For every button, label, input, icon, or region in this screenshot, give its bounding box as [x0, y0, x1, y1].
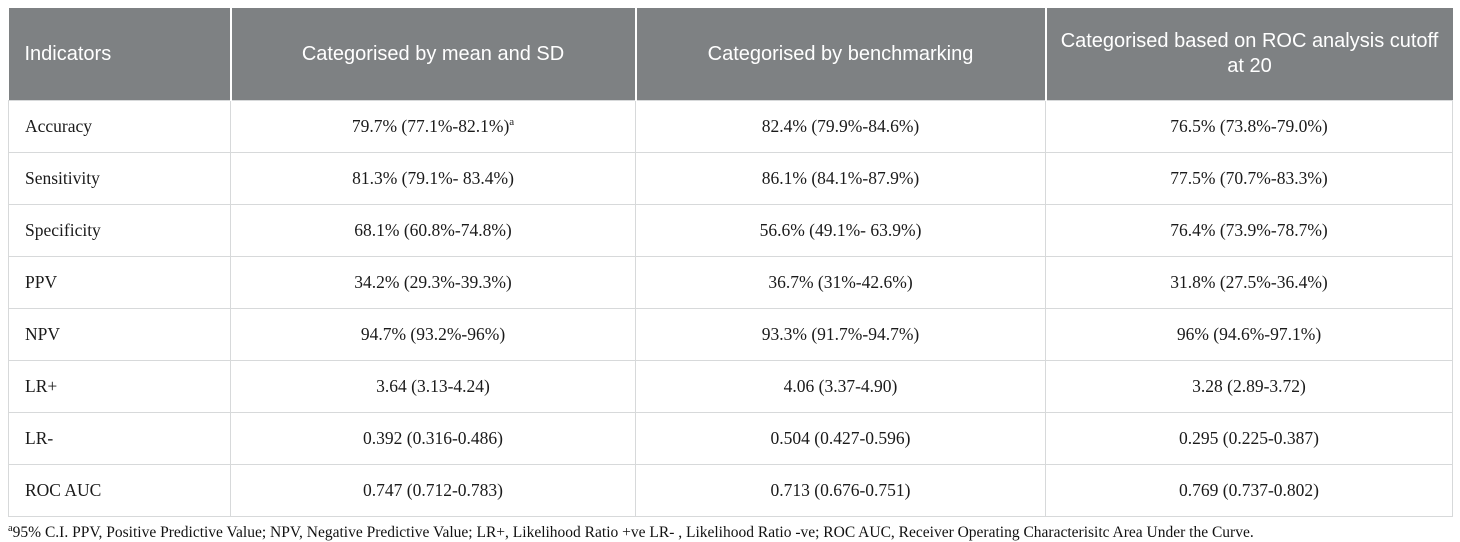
diagnostic-stats-table: Indicators Categorised by mean and SD Ca… — [8, 8, 1453, 517]
mean-sd-cell: 81.3% (79.1%- 83.4%) — [230, 152, 636, 205]
mean-sd-cell: 0.747 (0.712-0.783) — [230, 464, 636, 517]
indicator-cell: Accuracy — [8, 100, 231, 153]
benchmarking-cell: 86.1% (84.1%-87.9%) — [635, 152, 1046, 205]
footnote-text: 95% C.I. PPV, Positive Predictive Value;… — [12, 524, 1254, 541]
benchmarking-cell: 4.06 (3.37-4.90) — [635, 360, 1046, 413]
benchmarking-cell: 82.4% (79.9%-84.6%) — [635, 100, 1046, 153]
mean-sd-cell: 94.7% (93.2%-96%) — [230, 308, 636, 361]
mean-sd-cell: 79.7% (77.1%-82.1%)a — [230, 100, 636, 153]
benchmarking-cell: 0.504 (0.427-0.596) — [635, 412, 1046, 465]
table-row: ROC AUC 0.747 (0.712-0.783) 0.713 (0.676… — [8, 464, 1453, 517]
benchmarking-cell: 36.7% (31%-42.6%) — [635, 256, 1046, 309]
header-row: Indicators Categorised by mean and SD Ca… — [8, 8, 1453, 101]
footnote-marker-sup: a — [509, 116, 515, 129]
benchmarking-cell: 93.3% (91.7%-94.7%) — [635, 308, 1046, 361]
roc-cell: 76.4% (73.9%-78.7%) — [1045, 204, 1453, 257]
table-header: Indicators Categorised by mean and SD Ca… — [8, 8, 1453, 101]
header-roc-cutoff: Categorised based on ROC analysis cutoff… — [1044, 8, 1453, 101]
indicator-cell: Sensitivity — [8, 152, 231, 205]
roc-cell: 0.295 (0.225-0.387) — [1045, 412, 1453, 465]
indicator-cell: PPV — [8, 256, 231, 309]
mean-sd-cell: 3.64 (3.13-4.24) — [230, 360, 636, 413]
roc-cell: 31.8% (27.5%-36.4%) — [1045, 256, 1453, 309]
roc-cell: 3.28 (2.89-3.72) — [1045, 360, 1453, 413]
mean-sd-cell: 68.1% (60.8%-74.8%) — [230, 204, 636, 257]
benchmarking-cell: 0.713 (0.676-0.751) — [635, 464, 1046, 517]
table-row: NPV 94.7% (93.2%-96%) 93.3% (91.7%-94.7%… — [8, 308, 1453, 361]
indicator-cell: LR+ — [8, 360, 231, 413]
roc-cell: 96% (94.6%-97.1%) — [1045, 308, 1453, 361]
table-body: Accuracy 79.7% (77.1%-82.1%)a 82.4% (79.… — [8, 100, 1453, 517]
table-row: PPV 34.2% (29.3%-39.3%) 36.7% (31%-42.6%… — [8, 256, 1453, 309]
roc-cell: 76.5% (73.8%-79.0%) — [1045, 100, 1453, 153]
indicator-cell: NPV — [8, 308, 231, 361]
header-mean-sd: Categorised by mean and SD — [229, 8, 636, 101]
mean-sd-cell: 34.2% (29.3%-39.3%) — [230, 256, 636, 309]
indicator-cell: Specificity — [8, 204, 231, 257]
roc-cell: 77.5% (70.7%-83.3%) — [1045, 152, 1453, 205]
table-footnote: a95% C.I. PPV, Positive Predictive Value… — [8, 523, 1452, 542]
header-indicators: Indicators — [8, 8, 231, 101]
benchmarking-cell: 56.6% (49.1%- 63.9%) — [635, 204, 1046, 257]
table-row: LR- 0.392 (0.316-0.486) 0.504 (0.427-0.5… — [8, 412, 1453, 465]
table-row: Specificity 68.1% (60.8%-74.8%) 56.6% (4… — [8, 204, 1453, 257]
cell-value: 79.7% (77.1%-82.1%) — [351, 116, 510, 136]
indicator-cell: ROC AUC — [8, 464, 231, 517]
indicator-cell: LR- — [8, 412, 231, 465]
roc-cell: 0.769 (0.737-0.802) — [1045, 464, 1453, 517]
table-row: Sensitivity 81.3% (79.1%- 83.4%) 86.1% (… — [8, 152, 1453, 205]
header-benchmarking: Categorised by benchmarking — [634, 8, 1046, 101]
table-row: LR+ 3.64 (3.13-4.24) 4.06 (3.37-4.90) 3.… — [8, 360, 1453, 413]
table-row: Accuracy 79.7% (77.1%-82.1%)a 82.4% (79.… — [8, 100, 1453, 153]
mean-sd-cell: 0.392 (0.316-0.486) — [230, 412, 636, 465]
